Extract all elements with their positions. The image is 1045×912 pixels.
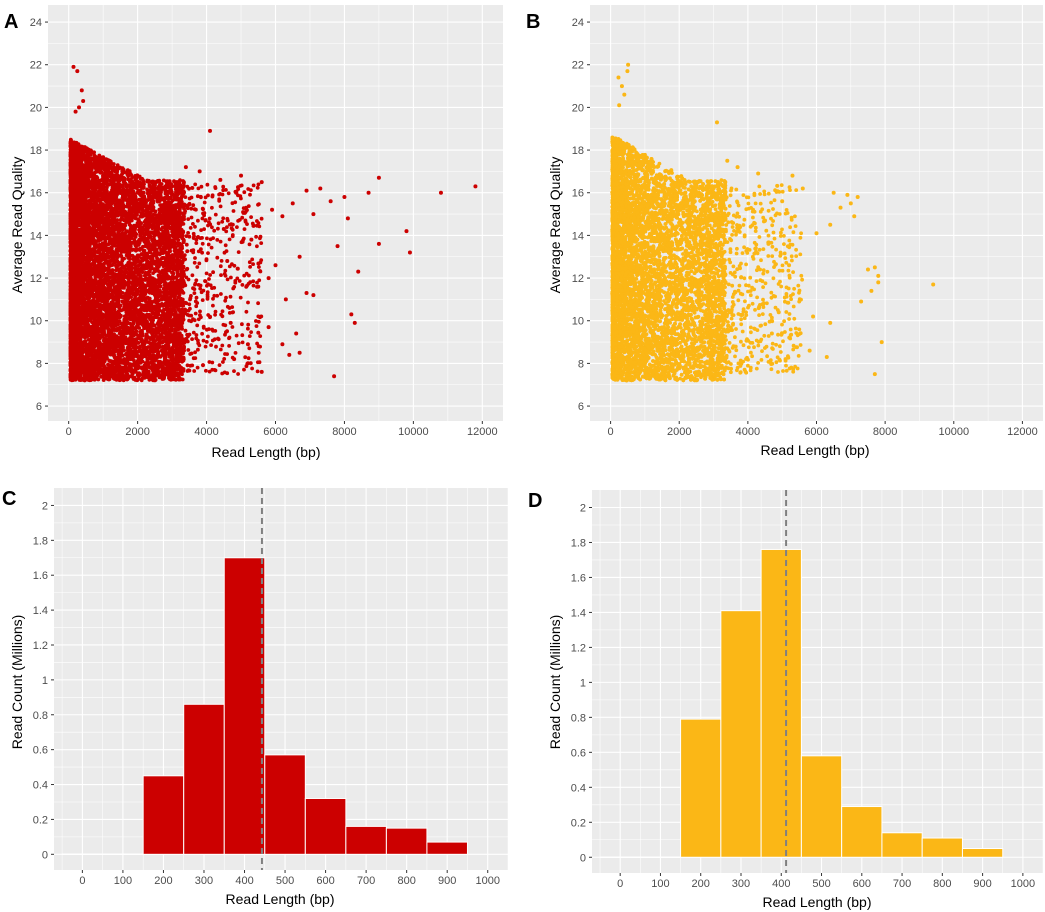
panel-a-scatter: 0 2000 4000 6000 8000 10000 120006810121416182… [4,5,503,460]
panel-a-grid [48,5,503,421]
scatter-point [129,295,134,299]
scatter-point [174,377,178,382]
panel-a-point-cloud [68,137,264,383]
scatter-point [154,311,159,315]
scatter-point [124,184,129,189]
